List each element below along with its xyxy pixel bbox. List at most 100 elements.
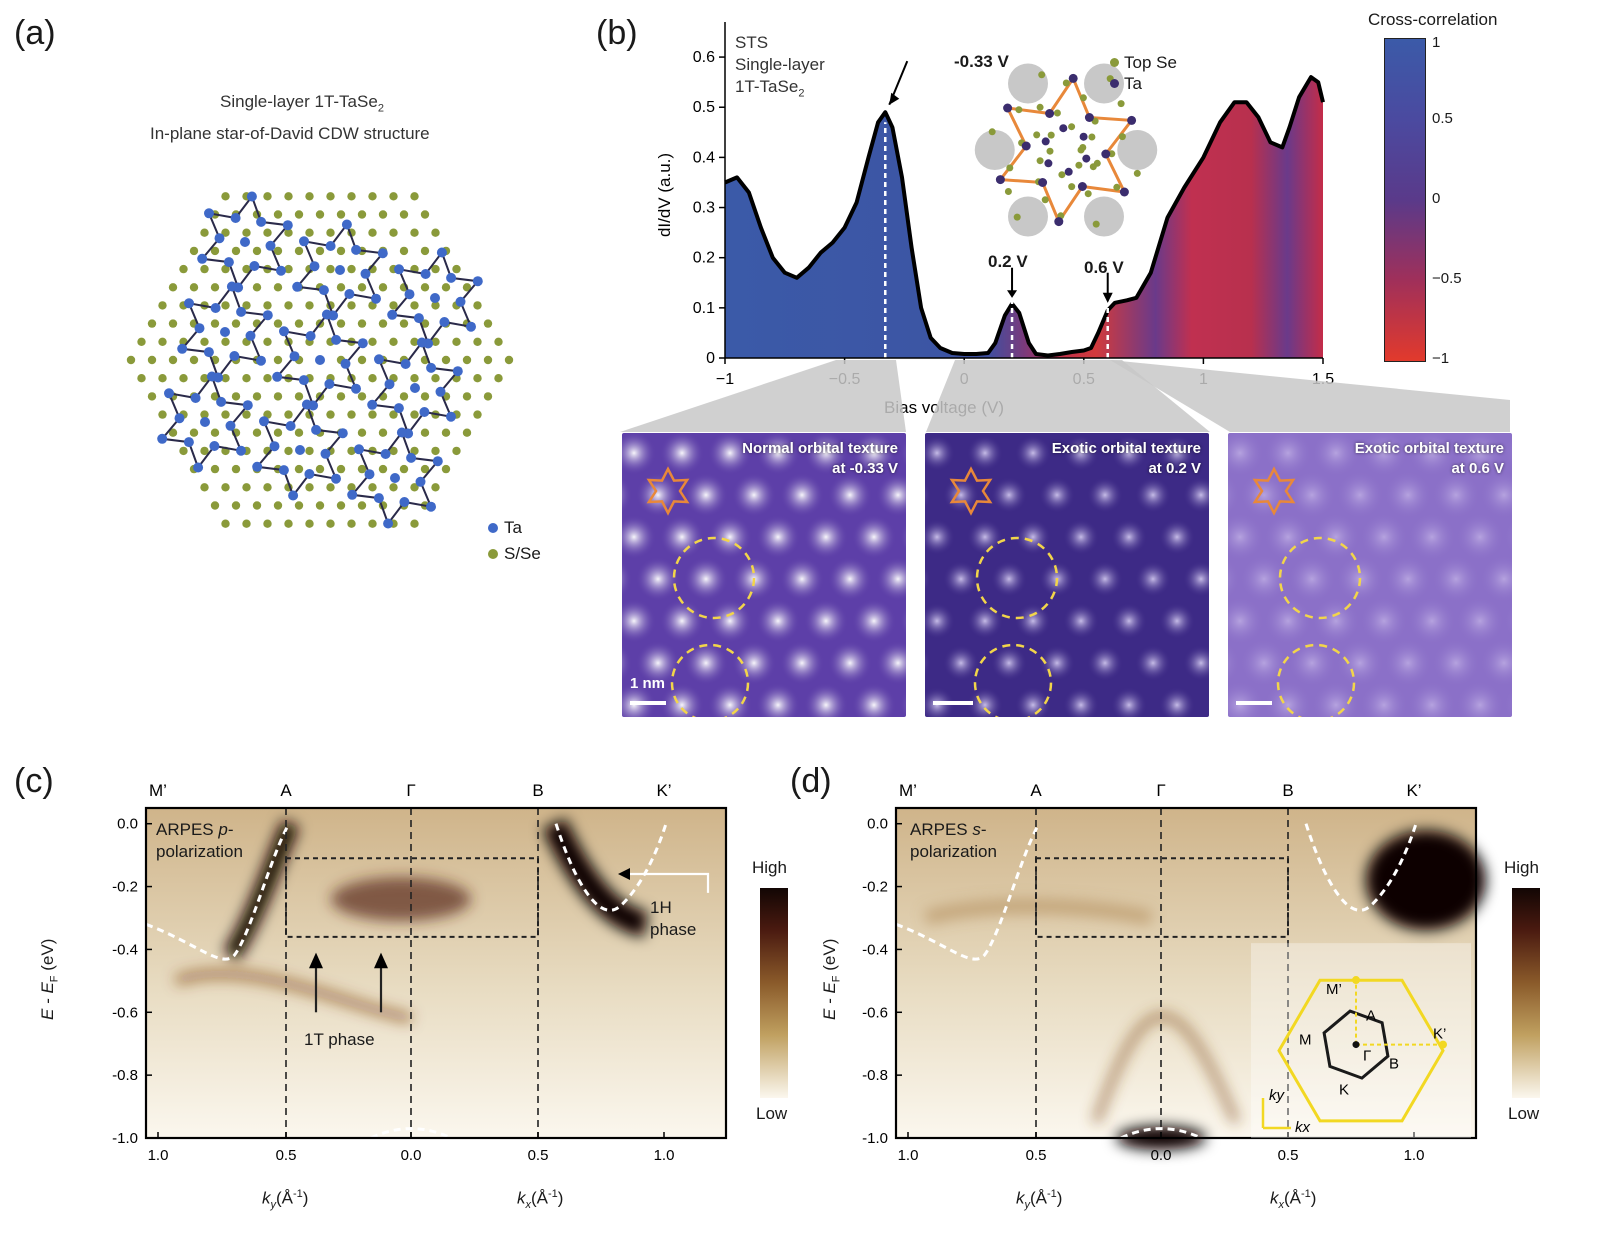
se-atom xyxy=(284,446,293,456)
sts-fill xyxy=(725,77,1323,358)
se-atom xyxy=(126,355,136,365)
se-atom xyxy=(347,446,356,456)
se-dot xyxy=(1041,196,1049,204)
stm-blob xyxy=(660,683,704,717)
se-atom xyxy=(462,392,472,401)
se-atom xyxy=(410,374,419,383)
parabola-left xyxy=(145,822,291,961)
se-atom xyxy=(231,501,241,510)
phase-1t-label: 1T phase xyxy=(304,1030,375,1049)
y-tick-label: -0.8 xyxy=(862,1067,888,1084)
se-atom xyxy=(137,337,146,346)
se-atom xyxy=(347,410,356,419)
se-atom xyxy=(200,264,209,274)
se-atom xyxy=(252,283,262,292)
ta-atom xyxy=(371,293,381,304)
se-atom xyxy=(410,192,419,201)
ta-atom xyxy=(183,437,194,448)
se-atom xyxy=(263,301,272,310)
arrow-head-3 xyxy=(1102,292,1113,303)
stm-blob xyxy=(636,641,680,685)
ta-dot xyxy=(1084,113,1094,122)
se-atom xyxy=(410,301,419,310)
se-atom xyxy=(189,283,199,292)
ta-dot xyxy=(1068,73,1078,83)
gray-disk xyxy=(974,130,1015,170)
se-atom xyxy=(399,464,409,474)
se-atom xyxy=(158,410,167,419)
ta-atom xyxy=(282,220,293,231)
se-atom xyxy=(452,264,461,274)
stm-blob xyxy=(1063,687,1099,717)
se-atom xyxy=(483,319,493,328)
ta-atom xyxy=(252,461,263,472)
stm-blob xyxy=(991,477,1027,513)
se-atom xyxy=(420,283,430,292)
se-atom xyxy=(252,501,262,510)
ta-atom xyxy=(399,497,410,507)
se-atom xyxy=(378,210,388,219)
stm-blob xyxy=(925,519,955,555)
m-prime-point xyxy=(1352,976,1360,985)
ta-center xyxy=(315,355,325,365)
se-atom xyxy=(210,392,220,401)
se-atom xyxy=(504,355,514,365)
stm-blob xyxy=(1360,597,1408,645)
stm-blob xyxy=(732,473,776,517)
d-ylabel: E - EF (eV) xyxy=(820,938,843,1020)
se-dot xyxy=(1015,106,1023,114)
ta-dot-inner xyxy=(1044,159,1053,168)
top-label: M’ xyxy=(149,781,167,800)
se-atom xyxy=(357,428,367,437)
se-atom xyxy=(420,319,430,328)
ta-atom xyxy=(216,396,227,407)
stm-blob xyxy=(1183,477,1209,513)
stm-blob xyxy=(1159,687,1195,717)
se-atom xyxy=(158,374,167,383)
stm-blob xyxy=(1504,687,1512,717)
stm-blob xyxy=(708,599,752,643)
se-dot xyxy=(1058,171,1066,179)
arpes-p-label: ARPES p- polarization xyxy=(156,820,243,861)
se-atom xyxy=(420,392,430,401)
se-atom xyxy=(378,428,388,437)
gray-disk xyxy=(1117,130,1158,170)
ta-atom xyxy=(269,441,280,452)
se-atom xyxy=(357,319,367,328)
se-atom xyxy=(441,355,451,365)
panel-a-legend: Ta S/Se xyxy=(488,518,541,564)
se-atom xyxy=(231,319,241,328)
x-tick-label: 1.0 xyxy=(654,1147,675,1164)
stm-blob xyxy=(804,683,848,717)
se-atom xyxy=(378,464,388,474)
se-atom xyxy=(200,410,209,419)
ta-dot-inner xyxy=(1059,124,1068,133)
se-atom xyxy=(158,301,167,310)
gray-disk xyxy=(1008,63,1048,104)
ta-atom xyxy=(360,268,371,279)
bz-label: Γ xyxy=(1363,1048,1371,1065)
se-atom xyxy=(494,337,503,346)
stm-blob xyxy=(1159,435,1195,471)
se-atom xyxy=(179,264,188,274)
stm-blob xyxy=(1228,513,1264,561)
se-atom xyxy=(221,301,230,310)
stm-blob xyxy=(1183,645,1209,681)
stm-blob xyxy=(1254,433,1274,435)
stm-blob xyxy=(1207,696,1209,714)
se-atom xyxy=(336,283,346,292)
stm-blob xyxy=(756,515,800,559)
stm-blob xyxy=(1446,433,1466,435)
se-atom xyxy=(431,264,440,274)
ta-atom xyxy=(357,338,368,349)
se-atom xyxy=(221,228,230,237)
ta-atom xyxy=(354,444,364,455)
y-tick-label: 0.1 xyxy=(693,300,715,317)
parabola-left xyxy=(895,822,1041,961)
se-atom xyxy=(462,355,472,365)
stm-blob xyxy=(925,649,931,677)
ta-atom xyxy=(344,289,355,299)
hot-spot xyxy=(1366,830,1486,931)
ta-atom xyxy=(276,265,286,276)
se-atom xyxy=(315,246,325,256)
